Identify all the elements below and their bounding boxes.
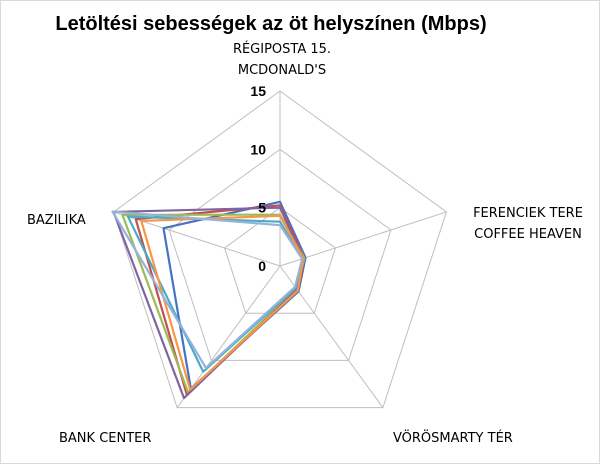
axis-label-regiposta-line1: RÉGIPOSTA 15. — [232, 42, 332, 57]
axis-label-regiposta-line2: MCDONALD'S — [237, 63, 327, 78]
tick-label-15: 15 — [250, 83, 266, 99]
chart-title: Letöltési sebességek az öt helyszínen (M… — [55, 13, 487, 35]
axis-label-bazilika-line1: BAZILIKA — [27, 213, 86, 228]
series-line-4 — [126, 215, 304, 373]
grid-ring-15 — [112, 90, 448, 409]
grid-ring-5 — [223, 207, 337, 314]
axis-label-bank-center-line1: BANK CENTER — [59, 431, 152, 446]
tick-label-5: 5 — [258, 200, 266, 216]
axis-label-vorosmarty-line1: VÖRÖSMARTY TÉR — [393, 431, 513, 446]
axis-label-regiposta: RÉGIPOSTA 15. MCDONALD'S — [207, 39, 357, 81]
tick-label-0: 0 — [258, 258, 266, 274]
axis-label-ferenciek-line1: FERENCIEK TERE — [473, 206, 583, 221]
axis-label-ferenciek: FERENCIEK TERE COFFEE HEAVEN — [463, 203, 593, 245]
axis-label-bazilika: BAZILIKA — [27, 210, 107, 231]
spoke-3 — [176, 265, 281, 408]
axis-label-vorosmarty: VÖRÖSMARTY TÉR — [393, 428, 543, 449]
tick-label-10: 10 — [250, 141, 266, 157]
spoke-1 — [279, 211, 447, 267]
series-line-3 — [112, 206, 305, 400]
axis-label-bank-center: BANK CENTER — [59, 428, 189, 449]
grid-ring-10 — [168, 148, 392, 361]
series-line-5 — [140, 214, 305, 391]
series-line-6 — [111, 210, 304, 370]
axis-label-ferenciek-line2: COFFEE HEAVEN — [474, 227, 582, 242]
